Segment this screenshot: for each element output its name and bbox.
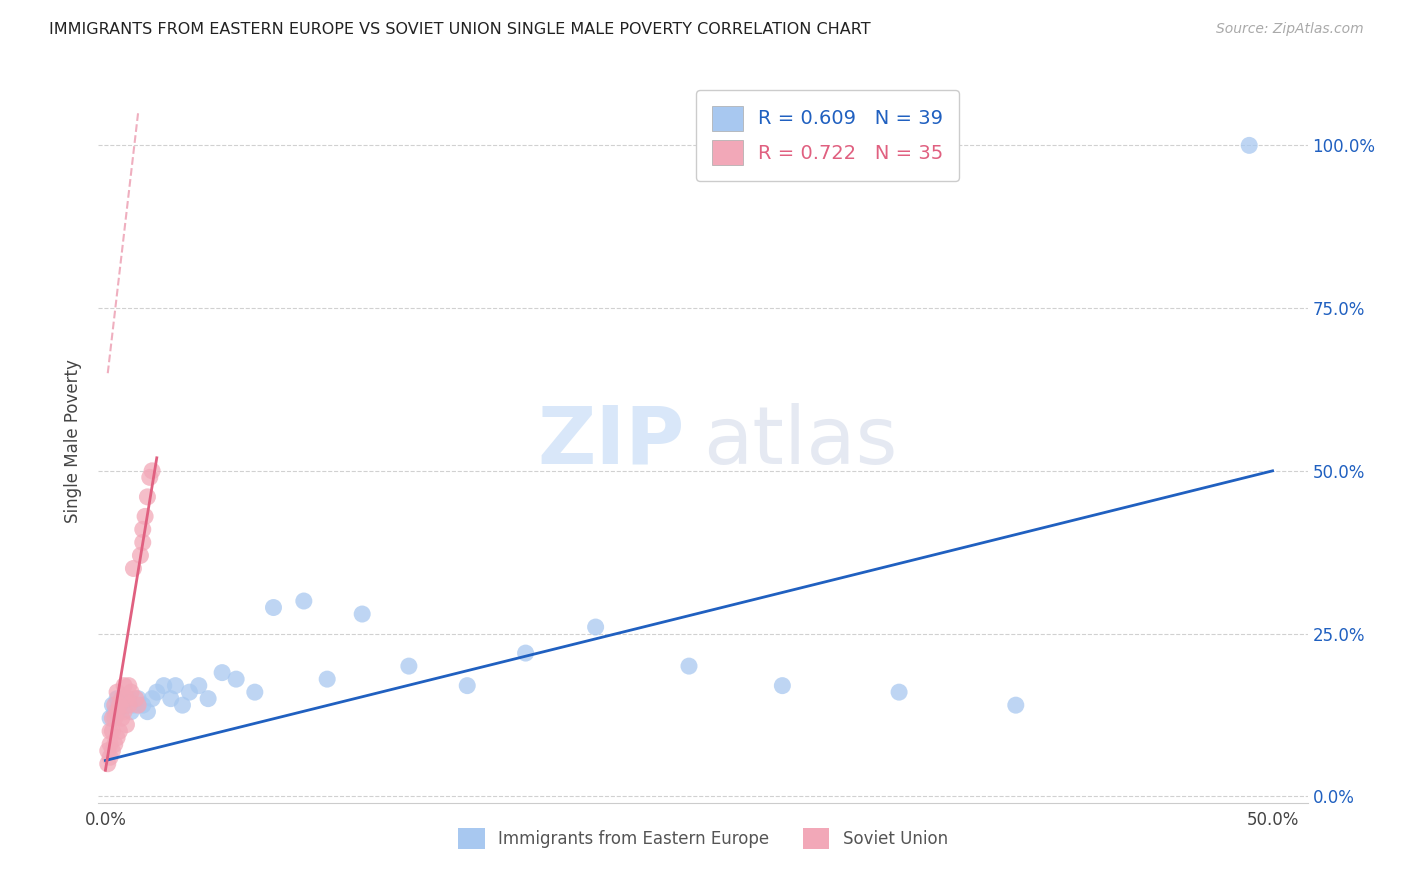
Point (98, 750, 121, 764)
Text: IMMIGRANTS FROM EASTERN EUROPE VS SOVIET UNION SINGLE MALE POVERTY CORRELATION C: IMMIGRANTS FROM EASTERN EUROPE VS SOVIET… (49, 22, 870, 37)
Point (97, 744, 120, 758)
Point (179, 685, 201, 699)
Point (104, 705, 127, 719)
Point (292, 594, 315, 608)
Text: atlas: atlas (703, 402, 897, 481)
Point (263, 600, 285, 615)
Point (225, 672, 247, 686)
Point (118, 691, 141, 706)
Text: ZIP: ZIP (537, 402, 685, 481)
Point (108, 724, 131, 739)
Point (141, 691, 163, 706)
Point (101, 724, 124, 739)
Point (678, 659, 700, 673)
Point (115, 691, 138, 706)
Point (112, 679, 135, 693)
Point (105, 731, 128, 745)
Point (187, 679, 209, 693)
Point (115, 698, 138, 713)
Point (111, 698, 134, 713)
Point (129, 549, 152, 563)
Legend: Immigrants from Eastern Europe, Soviet Union: Immigrants from Eastern Europe, Soviet U… (451, 822, 955, 856)
Point (98, 711, 121, 725)
Y-axis label: Single Male Poverty: Single Male Poverty (65, 359, 83, 524)
Point (98, 724, 121, 739)
Point (101, 698, 124, 713)
Point (152, 679, 174, 693)
Point (211, 665, 233, 680)
Point (1004, 698, 1026, 713)
Point (97, 756, 120, 771)
Point (456, 679, 478, 693)
Point (122, 561, 145, 575)
Point (134, 509, 156, 524)
Point (515, 646, 537, 660)
Point (112, 705, 135, 719)
Point (132, 698, 155, 713)
Point (243, 685, 266, 699)
Point (120, 685, 142, 699)
Point (118, 698, 141, 713)
Point (1237, 138, 1260, 153)
Point (197, 691, 219, 706)
Point (111, 711, 134, 725)
Point (105, 685, 128, 699)
Point (115, 717, 138, 731)
Point (98, 737, 121, 751)
Point (136, 705, 159, 719)
Point (108, 705, 131, 719)
Point (101, 711, 124, 725)
Point (887, 685, 910, 699)
Point (111, 691, 134, 706)
Point (104, 698, 127, 713)
Point (105, 705, 128, 719)
Point (120, 705, 142, 719)
Point (770, 679, 793, 693)
Point (159, 691, 181, 706)
Point (105, 691, 128, 706)
Point (141, 464, 163, 478)
Point (104, 711, 127, 725)
Point (172, 698, 194, 713)
Point (127, 698, 149, 713)
Point (352, 607, 374, 621)
Point (127, 691, 149, 706)
Point (316, 672, 339, 686)
Point (122, 698, 145, 713)
Point (112, 691, 135, 706)
Point (139, 470, 162, 484)
Point (108, 698, 131, 713)
Point (136, 490, 159, 504)
Point (146, 685, 169, 699)
Point (398, 659, 420, 673)
Point (101, 744, 124, 758)
Point (125, 691, 148, 706)
Point (165, 679, 187, 693)
Point (118, 679, 141, 693)
Point (132, 535, 155, 549)
Point (585, 620, 607, 634)
Point (132, 523, 155, 537)
Text: Source: ZipAtlas.com: Source: ZipAtlas.com (1216, 22, 1364, 37)
Point (104, 737, 127, 751)
